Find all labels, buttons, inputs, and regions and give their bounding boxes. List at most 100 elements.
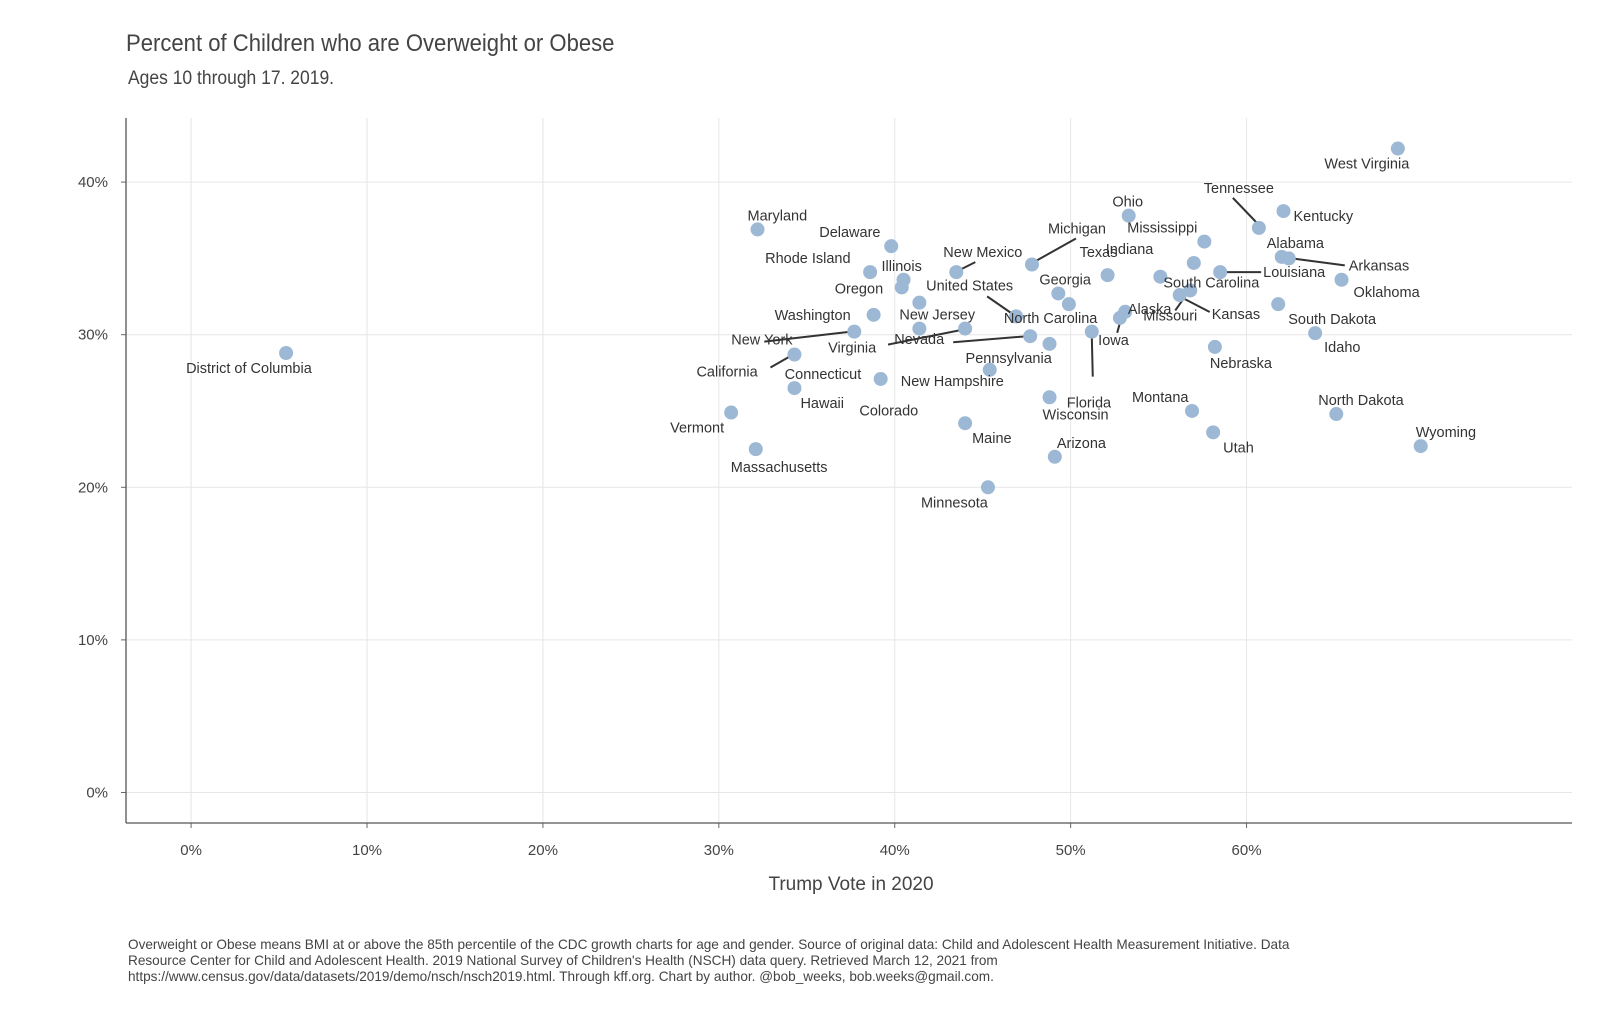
data-point xyxy=(1047,449,1062,464)
leader-line xyxy=(769,354,792,369)
data-point xyxy=(980,480,995,495)
leader-line xyxy=(1182,297,1211,313)
x-tick-label: 0% xyxy=(180,842,202,859)
data-point xyxy=(1213,265,1228,280)
point-label: Tennessee xyxy=(1204,181,1274,197)
point-label: District of Columbia xyxy=(186,361,313,377)
leader-line xyxy=(953,335,1028,344)
data-point xyxy=(884,239,899,254)
point-label: New Jersey xyxy=(899,308,975,324)
data-point xyxy=(787,381,802,396)
point-label: Hawaii xyxy=(800,396,844,412)
point-label: Connecticut xyxy=(785,367,862,383)
data-point xyxy=(1100,268,1115,283)
data-point xyxy=(1390,141,1405,156)
x-tick-label: 30% xyxy=(704,842,734,859)
data-point xyxy=(1183,283,1198,298)
data-point xyxy=(1197,234,1212,249)
data-point xyxy=(724,405,739,420)
leader-lines xyxy=(764,197,1345,377)
data-point xyxy=(1172,288,1187,303)
point-label: Michigan xyxy=(1048,221,1106,237)
chart-subtitle: Ages 10 through 17. 2019. xyxy=(128,68,335,89)
point-label: Oklahoma xyxy=(1354,285,1421,301)
point-label: Virginia xyxy=(828,341,877,357)
data-point xyxy=(1413,439,1428,454)
data-point xyxy=(894,280,909,295)
data-point xyxy=(1061,297,1076,312)
data-point xyxy=(1186,255,1201,270)
point-label: Missouri xyxy=(1143,308,1197,324)
data-point xyxy=(1281,251,1296,266)
x-tick-label: 10% xyxy=(352,842,382,859)
data-point xyxy=(912,295,927,310)
point-label: Texas xyxy=(1080,245,1118,261)
point-label: Maine xyxy=(972,431,1012,447)
leader-line xyxy=(1090,334,1094,377)
data-point xyxy=(787,347,802,362)
leader-line xyxy=(1232,197,1258,224)
point-label: New Hampshire xyxy=(901,374,1004,390)
data-point xyxy=(1334,272,1349,287)
x-axis-title: Trump Vote in 2020 xyxy=(768,874,933,895)
y-tick-label: 40% xyxy=(78,174,108,191)
point-label: New Mexico xyxy=(943,245,1022,261)
point-label: Utah xyxy=(1223,440,1254,456)
chart-caption: Overweight or Obese means BMI at or abov… xyxy=(128,937,1290,984)
point-label: Washington xyxy=(775,308,851,324)
point-label: Massachusetts xyxy=(731,460,828,476)
leader-line xyxy=(764,330,852,343)
point-label: Rhode Island xyxy=(765,251,850,267)
data-point xyxy=(1024,257,1039,272)
data-point xyxy=(1084,324,1099,339)
leader-line xyxy=(887,327,969,346)
x-tick-label: 20% xyxy=(528,842,558,859)
data-point xyxy=(958,416,973,431)
point-label: Oregon xyxy=(835,281,883,297)
data-point xyxy=(1207,339,1222,354)
point-label: Pennsylvania xyxy=(966,351,1053,367)
data-point xyxy=(866,307,881,322)
y-tick-label: 0% xyxy=(86,784,108,801)
point-label: West Virginia xyxy=(1324,157,1410,173)
point-label: Delaware xyxy=(819,225,880,241)
y-tick-label: 10% xyxy=(78,632,108,649)
data-point xyxy=(847,324,862,339)
data-point xyxy=(873,371,888,386)
point-label: Georgia xyxy=(1039,272,1092,288)
data-point xyxy=(949,265,964,280)
axes: 0% 10% 20% 30% 40% 50% 60% 0% 10% 20% 30% 40% xyxy=(78,118,1572,859)
point-label: Kentucky xyxy=(1294,209,1354,225)
point-labels: West Virginia Kentucky Ohio Maryland Tenness… xyxy=(186,157,1476,512)
point-label: Montana xyxy=(1132,390,1189,406)
point-label: South Carolina xyxy=(1163,276,1260,292)
data-point xyxy=(1251,220,1266,235)
data-point xyxy=(1009,309,1024,324)
point-label: Mississippi xyxy=(1127,221,1197,237)
grid xyxy=(126,118,1572,823)
point-label: Iowa xyxy=(1098,333,1130,349)
data-point xyxy=(279,346,294,360)
point-label: United States xyxy=(926,278,1013,294)
point-label: Vermont xyxy=(670,421,724,437)
point-label: Louisiana xyxy=(1263,265,1326,281)
data-point xyxy=(1206,425,1221,440)
leader-line xyxy=(986,295,1014,316)
point-label: Alaska xyxy=(1128,302,1172,318)
x-tick-label: 60% xyxy=(1232,842,1262,859)
data-point xyxy=(912,321,927,336)
y-tick-label: 30% xyxy=(78,327,108,344)
point-label: Kansas xyxy=(1212,307,1260,323)
data-point xyxy=(958,321,973,336)
point-label: Arizona xyxy=(1057,436,1107,452)
x-tick-label: 40% xyxy=(880,842,910,859)
point-label: California xyxy=(696,365,758,381)
point-label: Florida xyxy=(1067,396,1112,412)
points xyxy=(279,141,1428,495)
data-point xyxy=(750,222,765,237)
point-label: Colorado xyxy=(859,404,918,420)
point-label: Illinois xyxy=(882,259,922,275)
point-label: Arkansas xyxy=(1349,258,1409,274)
leader-line xyxy=(1034,237,1077,263)
